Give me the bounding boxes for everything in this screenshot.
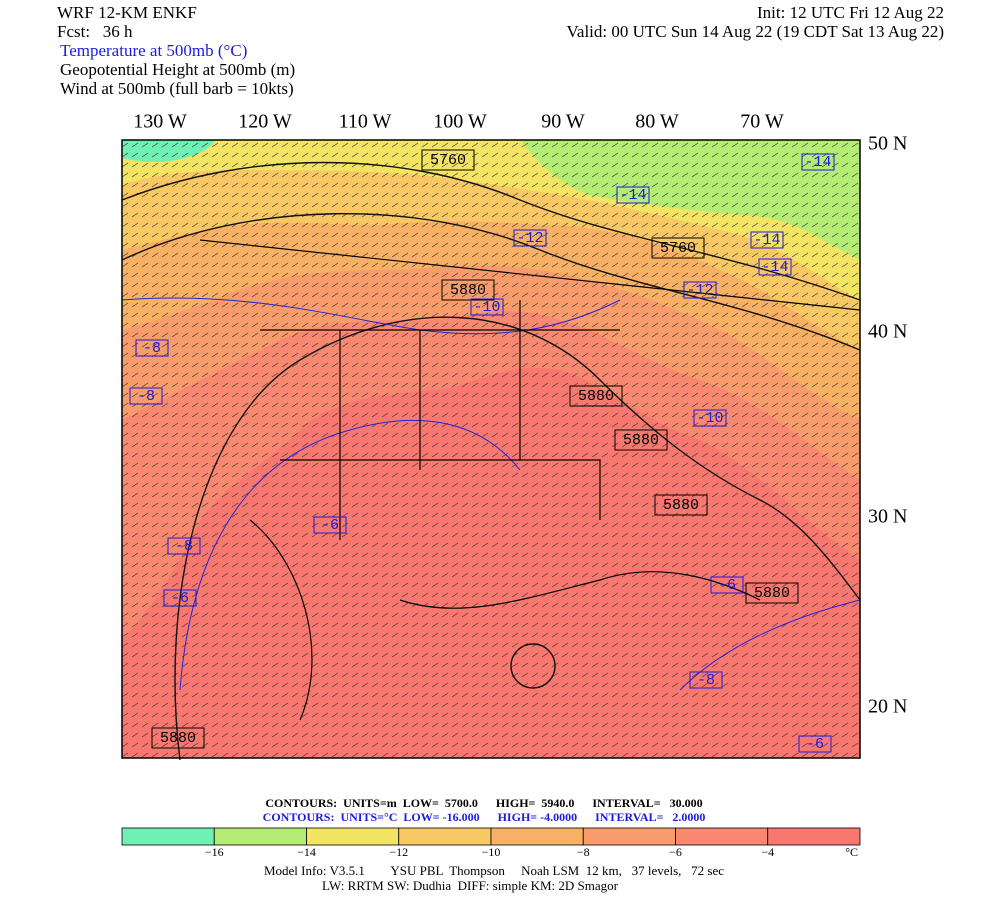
physics-info: LW: RRTM SW: Dudhia DIFF: simple KM: 2D … [322,878,619,893]
height-label-box [654,494,708,516]
latitude-label: 40 N [868,321,907,343]
temperature-label-box [683,281,717,299]
field-height: Geopotential Height at 500mb (m) [60,60,295,79]
latitude-label: 50 N [868,133,907,155]
colorbar-label: −12 [389,845,408,859]
height-contour-label: 5760 [660,240,696,257]
field-temperature: Temperature at 500mb (°C) [60,41,247,60]
height-contour-label: 5880 [578,388,614,405]
colorbar-swatch [675,827,769,846]
temperature-contour-label: -10 [473,299,500,316]
colorbar-swatch [490,827,584,846]
colorbar-swatch [398,827,492,846]
height-label-box [441,279,495,301]
height-label-box [151,727,205,749]
height-label-box [651,237,705,259]
longitude-label: 90 W [541,111,585,133]
colorbar-swatch [213,827,307,846]
temperature-contour-label: -6 [718,577,736,594]
height-label-box [569,385,623,407]
valid-time: Valid: 00 UTC Sun 14 Aug 22 (19 CDT Sat … [567,22,944,41]
latitude-label: 20 N [868,696,907,718]
temperature-label-box [750,231,784,249]
height-contour-label: 5880 [450,282,486,299]
colorbar-label: °C [845,845,858,859]
temperature-contour-label: -8 [143,340,161,357]
temperature-label-box [616,186,650,204]
temperature-contour-label: -6 [171,590,189,607]
temperature-contour-label: -8 [697,672,715,689]
forecast-hour: Fcst: 36 h [57,22,133,41]
temperature-label-box [513,229,547,247]
colorbar-swatch [767,827,861,846]
temperature-label-box [163,589,197,607]
height-contour-label: 5760 [430,152,466,169]
colorbar-swatch [121,827,215,846]
temperature-contour-label: -8 [137,388,155,405]
colorbar-swatch [306,827,400,846]
height-contour-label: 5880 [754,585,790,602]
longitude-label: 70 W [740,111,784,133]
temperature-contour-label: -14 [761,259,788,276]
temperature-contour-label: -6 [806,736,824,753]
longitude-label: 120 W [238,111,292,133]
height-label-box [614,429,668,451]
colorbar-label: −8 [577,845,590,859]
temperature-label-box [693,409,727,427]
field-wind: Wind at 500mb (full barb = 10kts) [60,79,294,98]
init-time: Init: 12 UTC Fri 12 Aug 22 [757,3,944,22]
longitude-label: 130 W [133,111,187,133]
temperature-contour-label: -14 [804,154,831,171]
colorbar: −16 −14 −12 −10 −8 −6 −4 °C [121,827,861,859]
longitude-label: 110 W [339,111,392,133]
colorbar-label: −4 [761,845,774,859]
temperature-label-box [470,298,504,316]
temperature-label-box [689,671,723,689]
height-label-box [745,582,799,604]
temperature-label-box [135,339,169,357]
temperature-label-box [167,537,201,555]
temperature-label-box [313,516,347,534]
height-contour-label: 5880 [160,730,196,747]
temperature-label-box [801,153,835,171]
temperature-contour-label: -6 [321,517,339,534]
height-contour-label: 5880 [663,497,699,514]
colorbar-label: −16 [205,845,224,859]
temperature-contour-label: -14 [753,232,780,249]
map [121,139,861,761]
longitude-label: 100 W [433,111,487,133]
temperature-contour-label: -12 [516,230,543,247]
temperature-label-box [129,387,163,405]
temperature-contour-label: -10 [696,410,723,427]
model-info: Model Info: V3.5.1 YSU PBL Thompson Noah… [264,863,724,878]
height-label-box [421,149,475,171]
temperature-label-box [710,576,744,594]
colorbar-swatch [582,827,676,846]
temperature-label-box [758,258,792,276]
height-contour-label: 5880 [623,432,659,449]
latitude-label: 30 N [868,506,907,528]
temperature-contour-label: -12 [686,282,713,299]
temperature-contour-label: -8 [175,538,193,555]
temperature-label-box [798,735,832,753]
temperature-contour-label: -14 [619,187,646,204]
colorbar-label: −14 [297,845,316,859]
model-title: WRF 12-KM ENKF [57,3,197,22]
colorbar-label: −6 [669,845,682,859]
temperature-contour-info: CONTOURS: UNITS=°C LOW= -16.000 HIGH= -4… [263,810,706,824]
height-contour-info: CONTOURS: UNITS=m LOW= 5700.0 HIGH= 5940… [265,796,702,810]
longitude-label: 80 W [635,111,679,133]
colorbar-label: −10 [482,845,501,859]
